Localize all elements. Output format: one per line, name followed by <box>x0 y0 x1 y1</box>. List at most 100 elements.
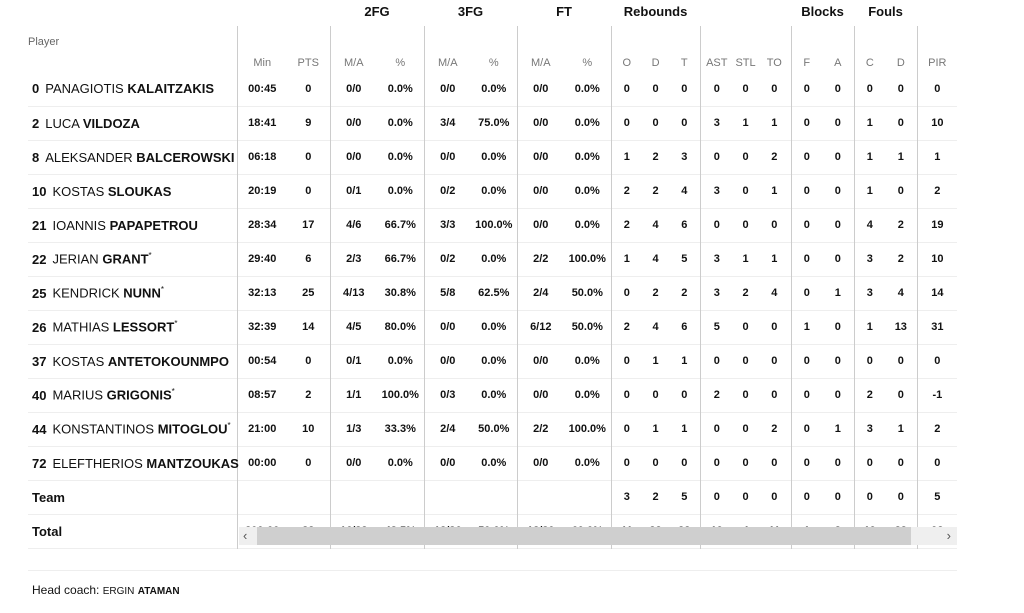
stat-cell-ma: 5/8 <box>423 276 472 310</box>
stat-cell-: 0.0% <box>387 82 413 95</box>
player-cell[interactable]: 22 JERIAN GRANT* <box>28 242 237 276</box>
column-header[interactable]: Min <box>236 26 287 72</box>
horizontal-scrollbar[interactable]: ‹ › <box>239 527 957 545</box>
stat-cell-stl: 0 <box>742 321 749 333</box>
column-header[interactable]: M/A <box>516 26 565 72</box>
boxscore-table: 2FG 3FG FT Rebounds Blocks Fouls Player M… <box>28 0 958 571</box>
player-row: 0 PANAGIOTIS KALAITZAKIS 00:45 0 0/0 0.0% 0/0 0… <box>28 72 958 106</box>
starter-mark: * <box>171 387 175 397</box>
stat-cell-ast: 0 <box>699 344 734 378</box>
column-header[interactable]: TO <box>766 57 782 69</box>
column-header[interactable]: AST <box>699 26 734 72</box>
player-cell[interactable]: 26 MATHIAS LESSORT* <box>28 310 237 344</box>
column-header[interactable]: % <box>488 57 499 69</box>
column-header[interactable]: STL <box>735 57 756 69</box>
column-header[interactable]: Player <box>28 36 60 48</box>
scroll-right-icon[interactable]: › <box>946 528 951 543</box>
stat-cell-pir: 0 <box>916 446 958 480</box>
player-number: 0 <box>32 81 40 97</box>
stat-cell-ast: 0 <box>699 140 734 174</box>
stat-cell-ast: 3 <box>699 242 734 276</box>
stat-cell-o: 0 <box>610 344 643 378</box>
player-first-name: ALEKSANDER <box>45 149 133 165</box>
player-number: 10 <box>32 183 47 199</box>
player-cell[interactable]: 25 KENDRICK NUNN* <box>28 276 237 310</box>
stat-cell-ma: 0/0 <box>423 446 472 480</box>
stat-cell-pts: 6 <box>305 253 312 265</box>
column-header[interactable]: % <box>582 57 593 69</box>
player-cell[interactable]: 10 KOSTAS SLOUKAS <box>28 174 237 208</box>
player-cell[interactable]: 40 MARIUS GRIGONIS* <box>28 378 237 412</box>
stat-cell-to: 1 <box>771 185 778 197</box>
column-header[interactable]: M/A <box>423 26 472 72</box>
player-cell[interactable]: 8 ALEKSANDER BALCEROWSKI <box>28 140 237 174</box>
column-header[interactable]: M/A <box>329 26 377 72</box>
stat-cell-t: 0 <box>681 457 688 469</box>
stat-cell-to: 0 <box>771 219 778 231</box>
player-cell[interactable]: 2 LUCA VILDOZA <box>28 106 237 140</box>
stat-cell-ma: 0/0 <box>423 310 472 344</box>
column-header[interactable]: PTS <box>297 57 319 69</box>
stat-cell-ma: 0/0 <box>516 446 565 480</box>
stat-cell-f: 0 <box>790 344 823 378</box>
player-last-name: GRIGONIS <box>106 387 172 403</box>
stat-cell-ma: 2/2 <box>516 412 565 446</box>
column-header[interactable]: O <box>610 26 643 72</box>
stat-cell-ma: 0/1 <box>329 344 377 378</box>
stat-cell-c: 1 <box>853 106 886 140</box>
player-cell[interactable]: Total <box>28 514 237 548</box>
stat-cell- <box>471 480 517 514</box>
player-first-name: JERIAN <box>52 251 99 267</box>
player-row: 21 IOANNIS PAPAPETROU 28:34 17 4/6 66.7% 3/3 10… <box>28 208 958 242</box>
stat-cell-ma <box>423 480 472 514</box>
player-cell[interactable]: 44 KONSTANTINOS MITOGLOU* <box>28 412 237 446</box>
stat-cell-ast: 3 <box>699 174 734 208</box>
stat-cell-c: 1 <box>853 310 886 344</box>
player-cell[interactable]: Team <box>28 480 237 514</box>
stat-cell-min: 06:18 <box>236 140 287 174</box>
column-header[interactable]: F <box>790 26 823 72</box>
head-coach: Head coach: ERGIN ATAMAN <box>32 583 180 597</box>
player-cell[interactable]: 37 KOSTAS ANTETOKOUNMPO <box>28 344 237 378</box>
scrollbar-thumb[interactable] <box>257 527 911 545</box>
stat-cell-: 100.0% <box>381 389 419 401</box>
starter-mark: * <box>148 251 152 261</box>
stat-cell-d: 0 <box>652 82 659 95</box>
player-cell[interactable]: 0 PANAGIOTIS KALAITZAKIS <box>28 72 237 106</box>
column-header[interactable]: D <box>896 57 905 69</box>
column-header[interactable]: A <box>834 57 842 69</box>
stat-cell-pts: 0 <box>305 185 312 197</box>
column-header[interactable]: C <box>853 26 886 72</box>
stat-cell-: 100.0% <box>568 423 606 435</box>
column-header[interactable]: % <box>395 57 406 69</box>
column-header[interactable]: T <box>680 57 688 69</box>
player-first-name: KOSTAS <box>52 183 105 199</box>
player-first-name: KONSTANTINOS <box>52 421 155 437</box>
player-cell[interactable]: 21 IOANNIS PAPAPETROU <box>28 208 237 242</box>
stat-cell-stl: 0 <box>742 82 749 95</box>
stat-cell-min: 00:54 <box>236 344 287 378</box>
starter-mark: * <box>174 319 178 329</box>
stat-cell-f: 0 <box>790 412 823 446</box>
stat-cell-pts: 25 <box>302 287 315 299</box>
player-number: 2 <box>32 115 40 131</box>
stat-cell-o: 1 <box>610 242 643 276</box>
stat-cell-a: 0 <box>834 219 841 231</box>
player-cell[interactable]: 72 ELEFTHERIOS MANTZOUKAS <box>28 446 239 480</box>
player-number: 8 <box>32 149 40 165</box>
player-row: 40 MARIUS GRIGONIS* 08:57 2 1/1 100.0% 0/3 0.0%… <box>28 378 958 412</box>
column-header[interactable]: PIR <box>916 26 958 72</box>
group-rebounds: Rebounds <box>623 4 688 19</box>
stat-cell-ma: 0/0 <box>329 446 377 480</box>
stat-cell-ma: 0/0 <box>329 140 377 174</box>
stat-cell-f: 0 <box>790 174 823 208</box>
column-header[interactable]: D <box>651 57 660 69</box>
player-row: 26 MATHIAS LESSORT* 32:39 14 4/5 80.0% 0/0 0.0%… <box>28 310 958 344</box>
stat-cell-: 66.7% <box>384 253 416 265</box>
stat-cell-: 0.0% <box>574 117 600 129</box>
stat-cell-ma: 4/13 <box>329 276 377 310</box>
scroll-left-icon[interactable]: ‹ <box>243 528 248 543</box>
stat-cell-stl: 0 <box>742 423 749 435</box>
stat-cell-: 50.0% <box>571 287 603 299</box>
stat-cell-ma: 4/6 <box>329 208 377 242</box>
